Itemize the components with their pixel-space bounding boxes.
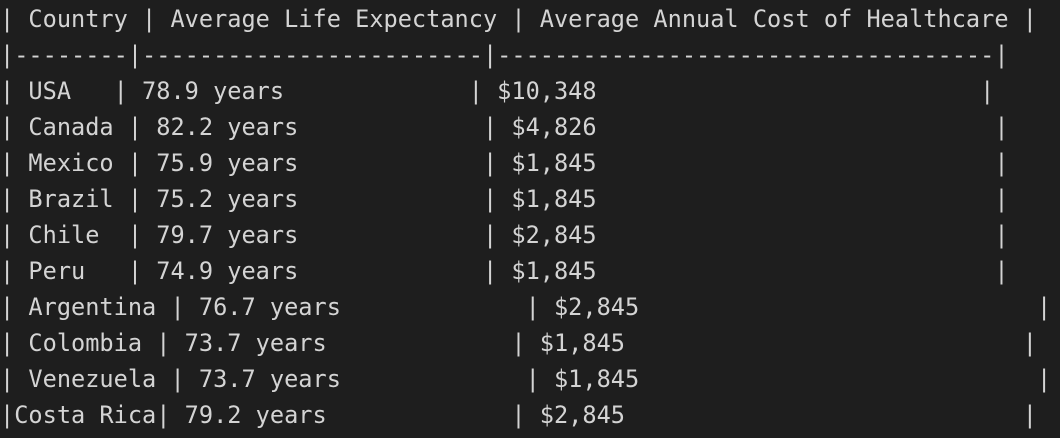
table-row: | USA | 78.9 years | $10,348 | xyxy=(0,77,995,105)
table-header-row: | Country | Average Life Expectancy | Av… xyxy=(0,5,1037,33)
table-row: | Canada | 82.2 years | $4,826 | xyxy=(0,113,1009,141)
table-row: | Mexico | 75.9 years | $1,845 | xyxy=(0,149,1009,177)
table-row: | Chile | 79.7 years | $2,845 | xyxy=(0,221,1009,249)
table-row: | Colombia | 73.7 years | $1,845 | xyxy=(0,329,1037,357)
table-row: | Venezuela | 73.7 years | $1,845 | xyxy=(0,365,1052,393)
table-row: | Peru | 74.9 years | $1,845 | xyxy=(0,257,1009,285)
table-row: | Argentina | 76.7 years | $2,845 | xyxy=(0,293,1052,321)
table-separator-row: |--------|------------------------|-----… xyxy=(0,41,1009,69)
table-row: | Brazil | 75.2 years | $1,845 | xyxy=(0,185,1009,213)
table-row: |Costa Rica| 79.2 years | $2,845 | xyxy=(0,401,1037,429)
